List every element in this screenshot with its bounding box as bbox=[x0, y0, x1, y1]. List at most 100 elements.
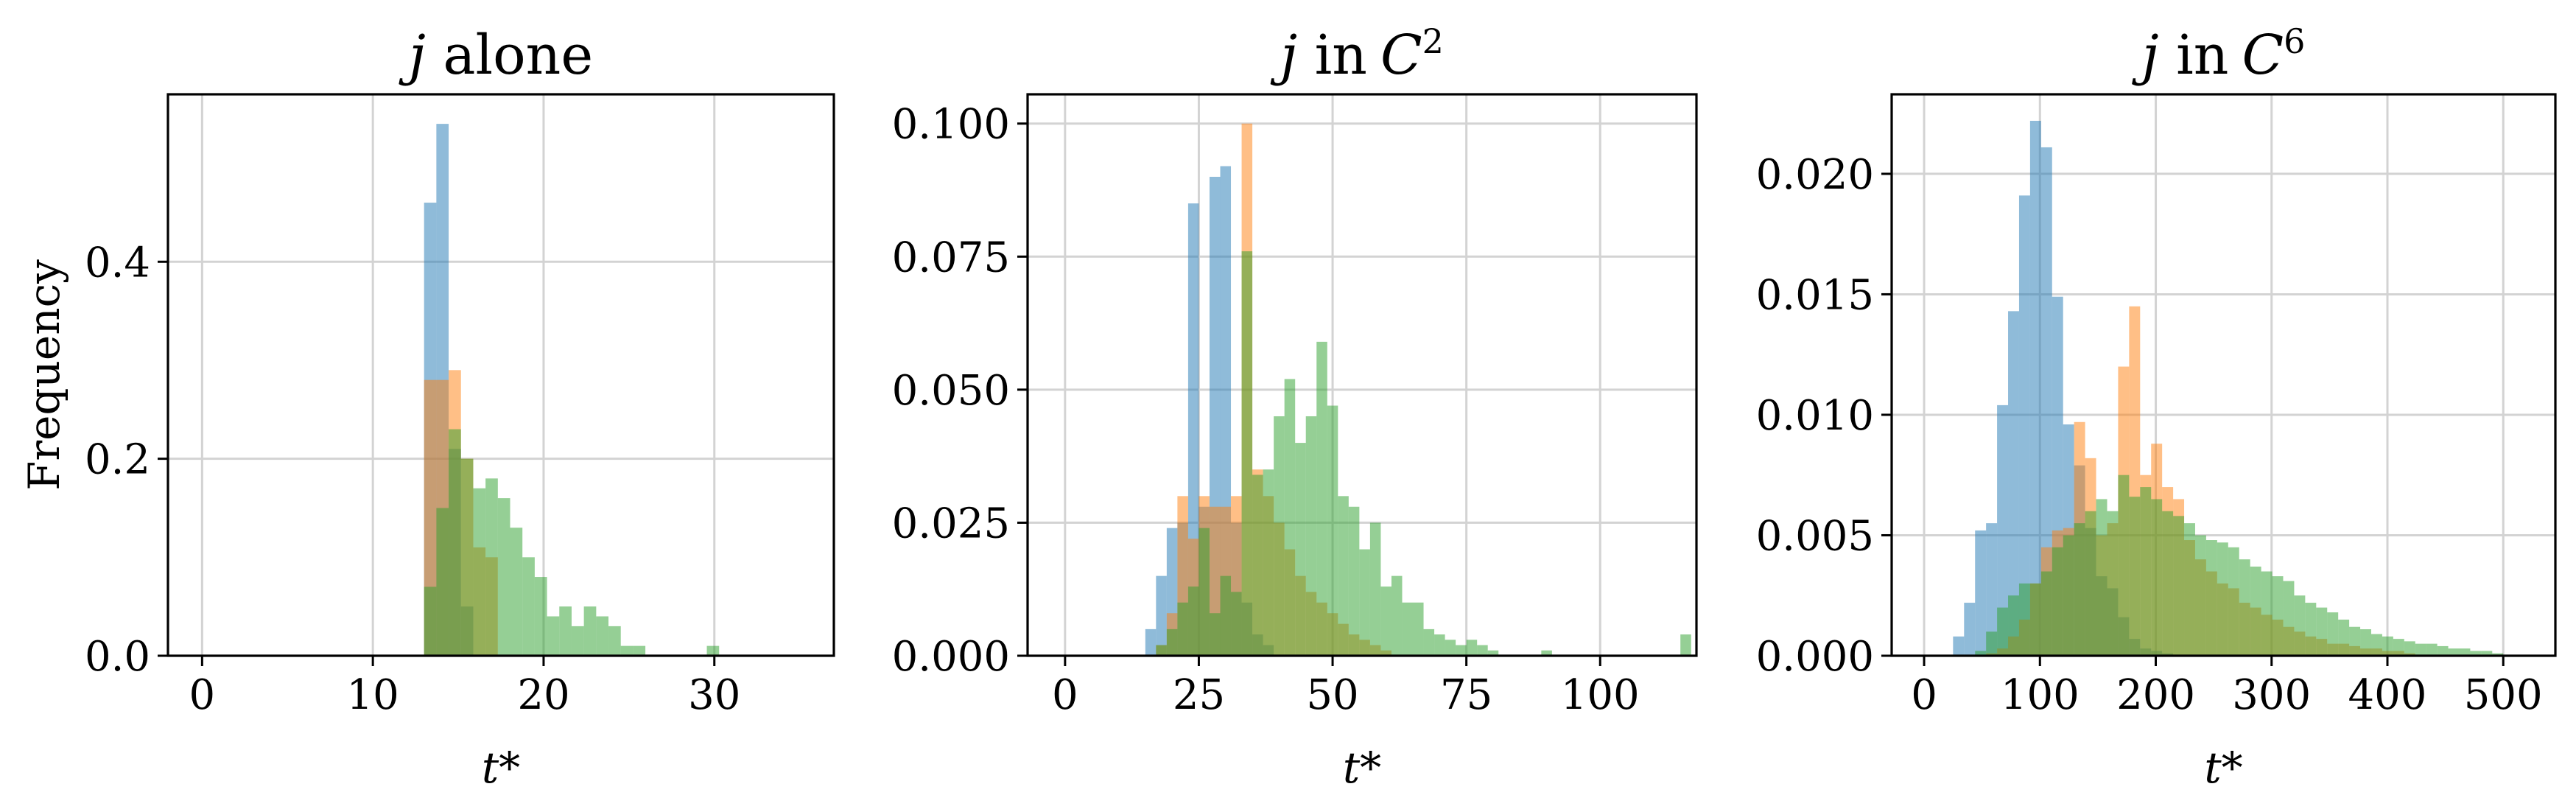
histogram-bar bbox=[1680, 634, 1691, 656]
histogram-bar bbox=[2370, 634, 2382, 656]
histogram-bar bbox=[1997, 404, 2009, 656]
histogram-bar bbox=[497, 498, 510, 656]
x-tick-label: 20 bbox=[517, 671, 569, 719]
histogram-bar bbox=[1305, 416, 1317, 656]
histogram-bar bbox=[2194, 535, 2206, 656]
axes-frame bbox=[166, 93, 835, 657]
y-tick-label: 0.100 bbox=[892, 101, 1010, 149]
x-tick-label: 0 bbox=[1052, 671, 1078, 719]
histogram-bar bbox=[1964, 603, 1976, 656]
histogram-bar bbox=[547, 616, 560, 656]
histogram-bar bbox=[1541, 650, 1552, 656]
y-tick-label: 0.015 bbox=[1756, 271, 1874, 319]
histogram-bar bbox=[2338, 619, 2350, 656]
histogram-bar bbox=[2018, 195, 2030, 656]
histogram-bar bbox=[1156, 575, 1167, 656]
histogram-bar bbox=[2217, 542, 2228, 656]
histogram-bar bbox=[1402, 602, 1414, 656]
y-tick-label: 0.000 bbox=[1756, 633, 1874, 681]
x-axis-label: t* bbox=[1343, 743, 1381, 793]
x-tick-label: 100 bbox=[2001, 671, 2080, 719]
histogram-bar bbox=[1252, 474, 1263, 656]
x-tick-label: 500 bbox=[2464, 671, 2543, 719]
histogram-bar bbox=[2250, 566, 2261, 656]
histogram-bar bbox=[1284, 379, 1296, 656]
x-tick-label: 50 bbox=[1306, 671, 1358, 719]
histogram-bar bbox=[2118, 474, 2130, 656]
x-tick-label: 25 bbox=[1173, 671, 1225, 719]
histogram-bar bbox=[2481, 651, 2493, 656]
y-tick-label: 0.075 bbox=[892, 234, 1010, 281]
histogram-bar bbox=[2415, 643, 2426, 656]
x-tick-label: 300 bbox=[2232, 671, 2311, 719]
histogram-bar bbox=[460, 458, 474, 656]
histogram-bar bbox=[1975, 530, 1987, 656]
histogram-bar bbox=[2107, 511, 2119, 656]
histogram-bar bbox=[1380, 586, 1391, 656]
histogram-bar bbox=[2096, 499, 2108, 656]
histogram-bar bbox=[608, 626, 621, 656]
histogram-bar bbox=[633, 645, 646, 656]
histogram-bar bbox=[2316, 607, 2328, 656]
histogram-bar bbox=[2492, 653, 2504, 656]
x-tick-label: 10 bbox=[347, 671, 399, 719]
histogram-bar bbox=[1487, 650, 1499, 656]
histogram-bar bbox=[2063, 535, 2074, 656]
histogram-bar bbox=[1295, 443, 1306, 656]
histogram-bar bbox=[2448, 648, 2460, 656]
histogram-bar bbox=[1477, 645, 1488, 656]
histogram-bar bbox=[2029, 583, 2041, 656]
x-axis-label: t* bbox=[2204, 743, 2242, 793]
histogram-bar bbox=[2173, 516, 2185, 656]
histogram-bar bbox=[571, 626, 584, 656]
histogram-bar bbox=[706, 645, 720, 656]
histogram-bar bbox=[2294, 595, 2306, 656]
histogram-bar bbox=[2272, 576, 2284, 656]
histogram-bar bbox=[1975, 651, 1987, 656]
histogram-bar bbox=[1456, 645, 1467, 656]
histogram-bar bbox=[1241, 251, 1253, 656]
y-axis-label: Frequency bbox=[19, 259, 69, 491]
histogram-bar bbox=[2283, 581, 2295, 656]
histogram-bar bbox=[1466, 640, 1478, 656]
y-tick-label: 0.005 bbox=[1756, 512, 1874, 560]
histogram-bar bbox=[473, 488, 486, 656]
histogram-bar bbox=[1986, 631, 1998, 656]
y-tick-label: 0.0 bbox=[85, 633, 150, 681]
histogram-bar bbox=[2184, 523, 2195, 656]
histogram-bar bbox=[2008, 311, 2019, 656]
y-tick-label: 0.2 bbox=[85, 436, 150, 484]
histogram-bar bbox=[2052, 547, 2063, 656]
x-tick-label: 400 bbox=[2348, 671, 2427, 719]
histogram-bar bbox=[1369, 522, 1381, 656]
histogram-bar bbox=[620, 645, 634, 656]
x-tick-label: 0 bbox=[189, 671, 216, 719]
histogram-bar bbox=[1187, 586, 1199, 656]
histogram-bar bbox=[1166, 628, 1178, 656]
histogram-bar bbox=[2129, 497, 2141, 656]
histogram-bar bbox=[2261, 571, 2273, 656]
panel-j-alone: 0 10 20 30 0.0 0.2 0.4 t* Frequency j alone bbox=[19, 24, 835, 793]
panel-j-in-c6: 0 100 200 300 400 500 0.000 0.005 0.010 0.015 0.02… bbox=[1756, 21, 2557, 793]
histogram-bar bbox=[424, 379, 437, 656]
histogram-bar bbox=[2085, 511, 2096, 656]
panel-j-in-c2: 0 25 50 75 100 0.000 0.025 0.050 0.075 0.100 t* j i… bbox=[892, 21, 1698, 793]
histogram-bar bbox=[2327, 612, 2339, 656]
histogram-bar bbox=[1997, 607, 2009, 656]
histogram-bar bbox=[2393, 639, 2404, 656]
histogram-bar bbox=[583, 606, 597, 656]
histogram-bar bbox=[1198, 528, 1210, 656]
histogram-bar bbox=[534, 577, 547, 656]
axes-frame bbox=[1890, 93, 2557, 657]
histogram-bar bbox=[1391, 575, 1403, 656]
histogram-bar bbox=[2140, 487, 2152, 656]
panel-title: j alone bbox=[399, 24, 593, 87]
histogram-bar bbox=[2029, 120, 2041, 656]
histogram-bar bbox=[2382, 636, 2393, 656]
histogram-bar bbox=[1986, 523, 1998, 656]
histogram-bar bbox=[2239, 559, 2250, 656]
y-tick-label: 0.000 bbox=[892, 633, 1010, 681]
histogram-bar bbox=[2040, 571, 2052, 656]
histogram-bar bbox=[1177, 602, 1188, 656]
histogram-bar bbox=[1423, 628, 1435, 656]
